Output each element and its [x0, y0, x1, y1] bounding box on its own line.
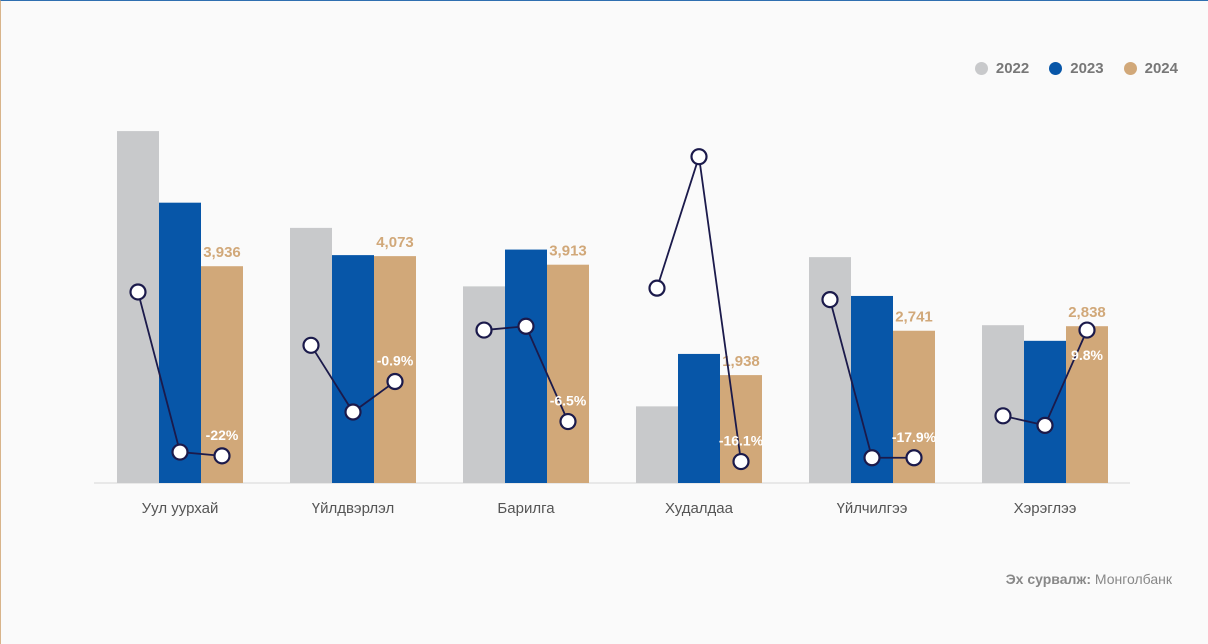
bar-2024-0 — [201, 266, 243, 483]
growth-point — [213, 447, 231, 465]
growth-point — [821, 290, 839, 309]
bar-value-label: 1,938 — [722, 353, 760, 370]
growth-point — [690, 148, 708, 166]
growth-point — [732, 452, 750, 471]
bar-value-label: 2,741 — [895, 309, 933, 326]
chart-legend: 2022 2023 2024 — [974, 60, 1178, 77]
x-tick-label: Үйлдвэрлэл — [312, 500, 395, 517]
source-label: Эх сурвалж: — [1005, 571, 1091, 587]
growth-point — [386, 372, 404, 391]
bar-2023-3 — [678, 353, 720, 483]
growth-point — [302, 336, 320, 354]
legend-item-2023: 2023 — [1049, 60, 1104, 77]
x-tick-label: Барилга — [497, 500, 555, 517]
bar-2023-1 — [332, 255, 374, 483]
bar-2024-1 — [374, 256, 416, 483]
growth-point — [129, 283, 147, 301]
growth-point — [517, 317, 535, 335]
x-tick-label: Худалдаа — [665, 500, 734, 517]
bar-value-label: 3,936 — [203, 244, 241, 261]
growth-point — [905, 449, 923, 467]
bar-2022-5 — [982, 325, 1024, 483]
growth-percent-label: -0.9% — [377, 353, 414, 369]
growth-point — [863, 449, 881, 467]
bar-2023-2 — [505, 249, 547, 483]
bar-value-label: 3,913 — [549, 243, 587, 260]
growth-point — [559, 412, 577, 431]
growth-point — [344, 403, 362, 421]
growth-point — [994, 407, 1012, 425]
legend-item-2022: 2022 — [974, 60, 1030, 77]
growth-point — [648, 279, 666, 297]
growth-percent-label: -16.1% — [719, 433, 764, 449]
bar-2022-1 — [290, 227, 332, 483]
bar-value-label: 2,838 — [1068, 304, 1106, 321]
growth-percent-label: -6.5% — [550, 393, 587, 409]
legend-item-2024: 2024 — [1123, 60, 1178, 77]
growth-point — [475, 321, 493, 339]
x-tick-label: Хэрэглээ — [1014, 500, 1077, 517]
source-note: Эх сурвалж: Монголбанк — [1006, 571, 1172, 587]
bar-2022-2 — [463, 286, 505, 483]
growth-point — [171, 443, 189, 461]
x-tick-label: Үйлчилгээ — [837, 500, 908, 517]
bar-2022-3 — [636, 406, 678, 483]
growth-percent-label: 9.8% — [1071, 347, 1103, 363]
legend-label-2024: 2024 — [1144, 60, 1178, 77]
x-tick-label: Уул уурхай — [142, 500, 219, 517]
legend-label-2022: 2022 — [995, 60, 1030, 77]
bar-2024-5 — [1066, 326, 1108, 483]
bar-2023-5 — [1024, 340, 1066, 483]
legend-dot-2024 — [1123, 62, 1137, 75]
legend-label-2023: 2023 — [1070, 60, 1104, 77]
growth-point — [1036, 416, 1054, 434]
legend-dot-2022 — [974, 62, 988, 75]
legend-dot-2023 — [1049, 62, 1063, 75]
bar-2022-0 — [117, 131, 159, 483]
growth-percent-label: -17.9% — [892, 429, 937, 445]
growth-percent-label: -22% — [206, 427, 239, 443]
bar-value-label: 4,073 — [376, 234, 414, 251]
source-value: Монголбанк — [1094, 571, 1172, 587]
bar-2024-2 — [547, 264, 589, 483]
growth-point — [1078, 321, 1096, 339]
bar-2023-0 — [159, 202, 201, 483]
